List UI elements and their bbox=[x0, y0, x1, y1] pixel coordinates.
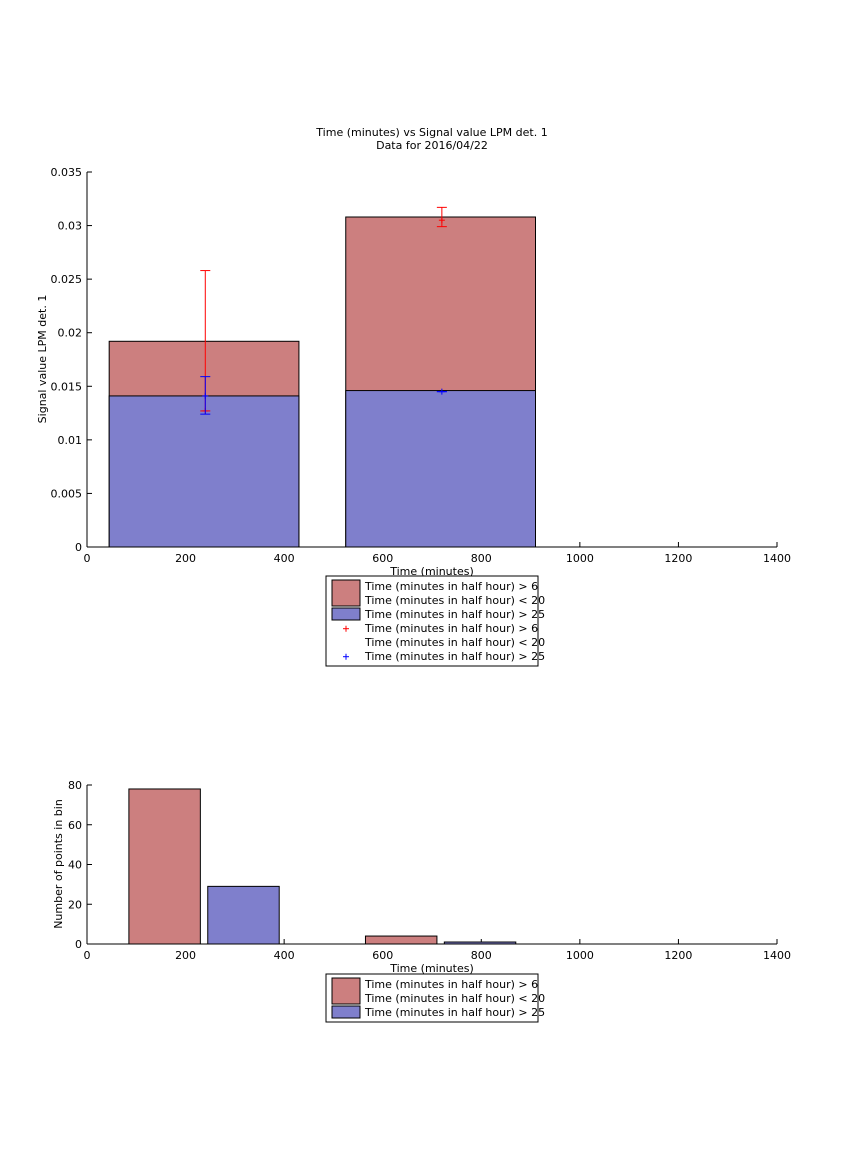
legend-label: Time (minutes in half hour) < 20 bbox=[364, 594, 545, 607]
legend-label: Time (minutes in half hour) > 25 bbox=[364, 608, 545, 621]
bar bbox=[128, 788, 201, 945]
bottom-y-tick-label: 40 bbox=[68, 859, 82, 872]
legend-swatch bbox=[331, 1005, 361, 1019]
chart-bottom-plot-area: 0 200 400 600 800 1000 1200 1400 0 20 40 60 80 bbox=[68, 779, 791, 962]
top-y-tick-label: 0.03 bbox=[58, 220, 83, 233]
chart-top-xlabel: Time (minutes) bbox=[389, 565, 474, 578]
legend-label: Time (minutes in half hour) > 6 bbox=[364, 978, 538, 991]
bar bbox=[108, 395, 300, 548]
legend-label: Time (minutes in half hour) < 20 bbox=[364, 636, 545, 649]
bar bbox=[207, 885, 280, 945]
legend-label: Time (minutes in half hour) > 25 bbox=[364, 1006, 545, 1019]
chart-bottom-xlabel: Time (minutes) bbox=[389, 962, 474, 975]
legend-swatch bbox=[331, 977, 361, 1005]
top-y-tick-label: 0.025 bbox=[51, 273, 83, 286]
top-y-tick-label: 0.015 bbox=[51, 380, 83, 393]
bottom-y-tick-label: 80 bbox=[68, 779, 82, 792]
bottom-x-tick-label: 1200 bbox=[664, 949, 692, 962]
bar bbox=[443, 941, 517, 945]
top-x-tick-label: 600 bbox=[372, 552, 393, 565]
legend-swatch bbox=[331, 607, 361, 621]
top-y-tick-label: 0.01 bbox=[58, 434, 83, 447]
legend-swatch bbox=[331, 579, 361, 607]
top-x-tick-label: 1000 bbox=[566, 552, 594, 565]
top-x-tick-label: 200 bbox=[175, 552, 196, 565]
top-y-tick-label: 0 bbox=[75, 541, 82, 554]
bottom-y-tick-label: 60 bbox=[68, 819, 82, 832]
top-y-tick-label: 0.02 bbox=[58, 327, 83, 340]
legend-box bbox=[325, 973, 539, 1023]
legend-label: Time (minutes in half hour) > 6 bbox=[364, 622, 538, 635]
top-x-tick-label: 400 bbox=[274, 552, 295, 565]
top-x-tick-label: 1400 bbox=[763, 552, 791, 565]
bottom-x-tick-label: 400 bbox=[274, 949, 295, 962]
chart-top-plot-area: 0 200 400 600 800 1000 1200 1400 0 0.005 0.01 0.015… bbox=[51, 166, 792, 565]
legend-label: Time (minutes in half hour) > 25 bbox=[364, 650, 545, 663]
bottom-x-tick-label: 0 bbox=[84, 949, 91, 962]
bottom-x-tick-label: 200 bbox=[175, 949, 196, 962]
bottom-x-tick-label: 1000 bbox=[566, 949, 594, 962]
bar bbox=[345, 390, 536, 548]
bottom-y-tick-label: 0 bbox=[75, 938, 82, 951]
chart-top-ylabel: Signal value LPM det. 1 bbox=[36, 295, 49, 424]
bottom-x-tick-label: 1400 bbox=[763, 949, 791, 962]
top-y-tick-label: 0.035 bbox=[51, 166, 83, 179]
chart-top-subtitle: Data for 2016/04/22 bbox=[376, 139, 488, 152]
chart-top-title: Time (minutes) vs Signal value LPM det. … bbox=[315, 126, 547, 139]
chart-bottom-ylabel: Number of points in bin bbox=[52, 799, 65, 929]
chart-top: Time (minutes) vs Signal value LPM det. … bbox=[36, 126, 792, 667]
legend-label: Time (minutes in half hour) < 20 bbox=[364, 992, 545, 1005]
bottom-y-tick-label: 20 bbox=[68, 898, 82, 911]
bar bbox=[364, 935, 438, 945]
legend-box bbox=[325, 575, 539, 667]
chart-bottom: Number of points in bin Time (minutes) 0… bbox=[52, 779, 791, 1023]
top-y-tick-label: 0.005 bbox=[51, 487, 83, 500]
bottom-x-tick-label: 800 bbox=[471, 949, 492, 962]
bottom-x-tick-label: 600 bbox=[372, 949, 393, 962]
legend-label: Time (minutes in half hour) > 6 bbox=[364, 580, 538, 593]
top-x-tick-label: 800 bbox=[471, 552, 492, 565]
top-x-tick-label: 1200 bbox=[664, 552, 692, 565]
top-x-tick-label: 0 bbox=[84, 552, 91, 565]
